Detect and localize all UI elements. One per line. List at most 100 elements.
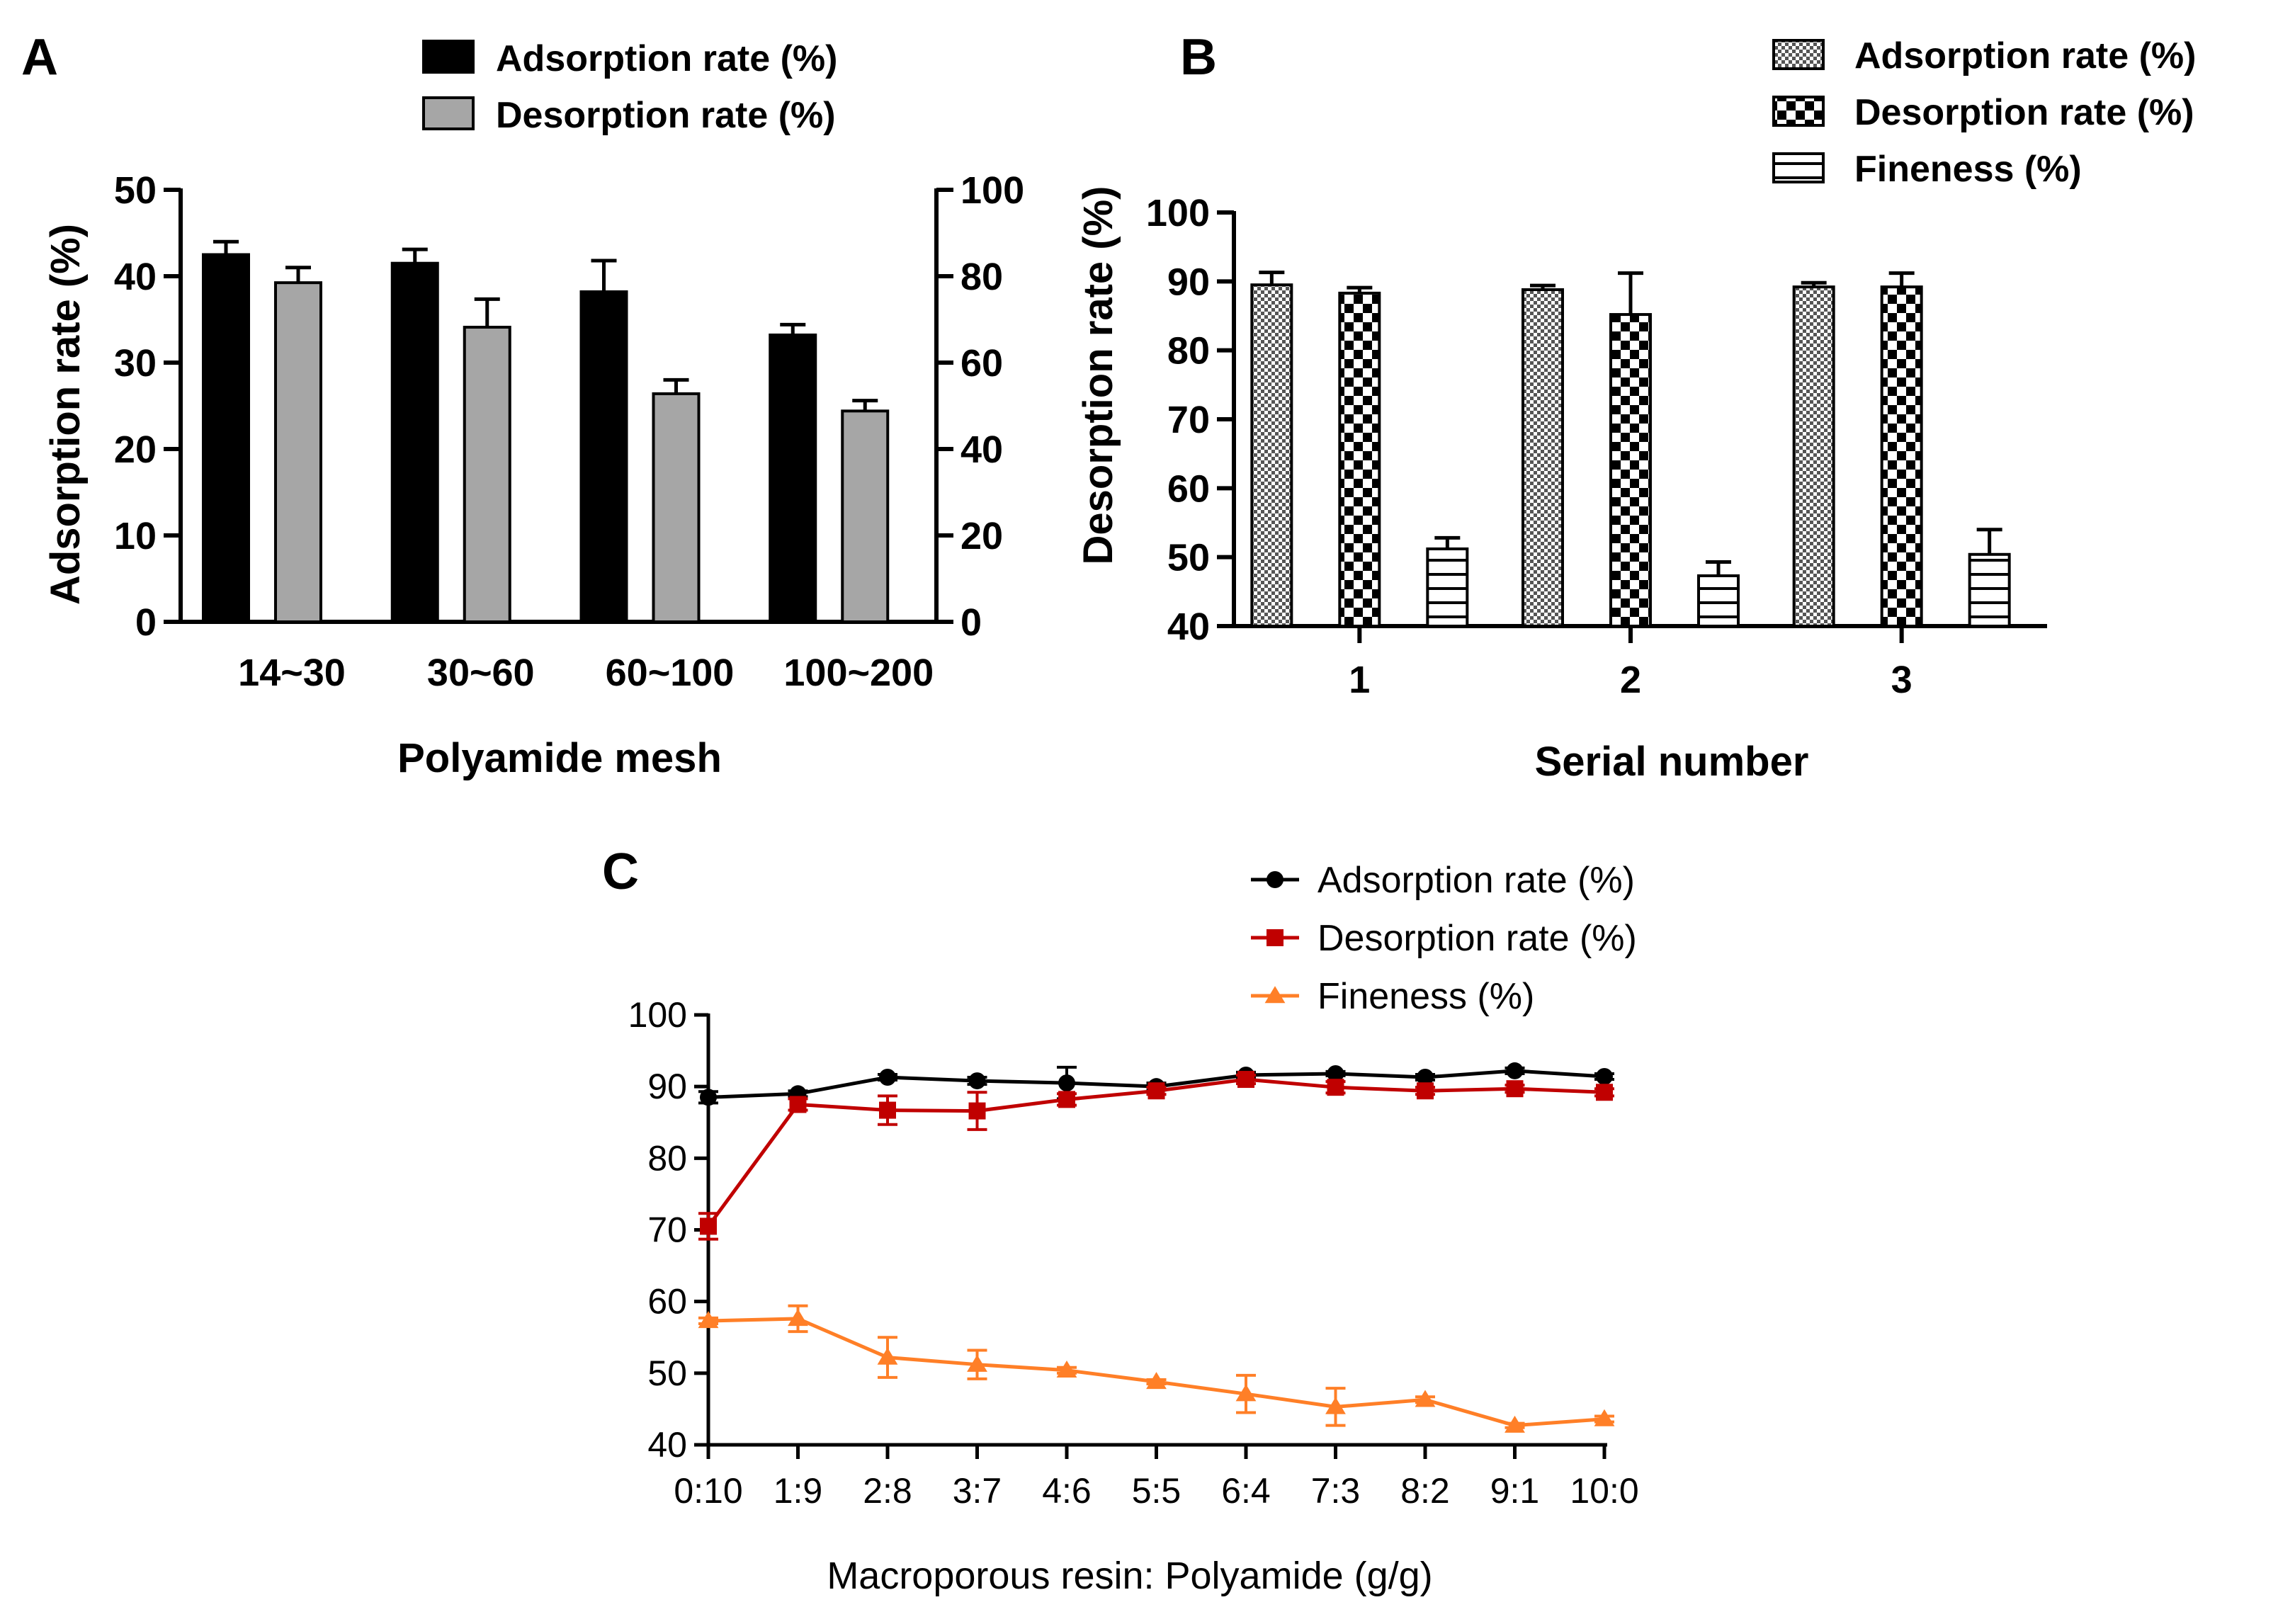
panel-c-desorption-point (789, 1096, 807, 1113)
panel-b-y-tick-label: 100 (1146, 192, 1210, 234)
panel-a-x-tick-label: 100~200 (783, 652, 934, 694)
panel-c-fineness-point (1504, 1415, 1525, 1433)
panel-c-x-tick-label: 6:4 (1221, 1471, 1271, 1511)
panel-c-desorption-line (706, 1077, 1605, 1227)
panel-c-adsorption-point (1596, 1068, 1613, 1086)
panel-c-x-tick-label: 7:3 (1311, 1471, 1361, 1511)
panel-b-legend: Adsorption rate (%) Desorption rate (%) … (1772, 35, 2196, 190)
panel-a-y-right-tick-label: 40 (960, 428, 1003, 471)
panel-b-fineness-bar (1697, 574, 1740, 628)
panel-c-y-tick-label: 100 (628, 995, 687, 1035)
panel-b-adsorption-bar (1250, 283, 1293, 628)
panel-c-desorption-point (1506, 1080, 1524, 1098)
panel-a-x-tick-label: 14~30 (238, 652, 346, 694)
panel-a-y-left-tick-label: 30 (114, 342, 157, 385)
panel-c-fineness-point (788, 1309, 808, 1327)
legend-swatch-adsorption (422, 40, 475, 74)
panel-b-letter: B (1180, 29, 1217, 86)
panel-c-legend: Adsorption rate (%) Desorption rate (%) … (1251, 860, 1637, 1017)
legend-swatch-fineness (1772, 152, 1825, 183)
panel-c-y-tick-label: 40 (647, 1425, 687, 1465)
panel-b-y-tick-label: 70 (1167, 399, 1210, 441)
panel-b-desorption-bar (1609, 313, 1652, 628)
legend-swatch-desorption (1772, 96, 1825, 127)
panel-a-x-tick-label: 30~60 (427, 652, 535, 694)
panel-c-desorption-point (1148, 1082, 1165, 1100)
panel-b-y-tick-label: 80 (1167, 330, 1210, 373)
legend-marker-desorption (1266, 929, 1284, 946)
panel-b-y-tick-label: 50 (1167, 537, 1210, 579)
panel-c-fineness-point (1056, 1360, 1077, 1378)
panel-c-desorption-point (700, 1217, 717, 1235)
panel-c-desorption-point (968, 1102, 986, 1120)
panel-c-x-tick-label: 8:2 (1400, 1471, 1450, 1511)
panel-b: B Adsorption rate (%) Desorption rate (%… (1146, 29, 2197, 785)
panel-a-x-title: Polyamide mesh (397, 735, 722, 781)
panel-c-fineness-point (1415, 1390, 1436, 1407)
panel-a-y-right-title: Desorption rate (%) (1075, 186, 1121, 565)
panel-c-x-tick-label: 10:0 (1570, 1471, 1638, 1511)
panel-a-letter: A (21, 29, 58, 86)
panel-c-x-tick-label: 2:8 (863, 1471, 912, 1511)
panel-a-marks (202, 239, 890, 623)
panel-c-x-tick-label: 3:7 (953, 1471, 1002, 1511)
legend-swatch-adsorption (1772, 39, 1825, 70)
legend-label-desorption: Desorption rate (%) (496, 95, 836, 136)
panel-c-adsorption-point (1058, 1074, 1075, 1092)
legend-label-adsorption: Adsorption rate (%) (496, 38, 837, 79)
panel-a-y-left-tick-label: 20 (114, 428, 157, 471)
legend-swatch-desorption (422, 96, 475, 130)
panel-c-y-tick-label: 50 (647, 1353, 687, 1393)
legend-label-adsorption: Adsorption rate (%) (1318, 860, 1635, 901)
panel-c-fineness-point (877, 1347, 898, 1365)
panel-b-y-tick-label: 40 (1167, 606, 1210, 648)
panel-a-y-right-tick-label: 60 (960, 342, 1003, 385)
panel-c-x-tick-label: 4:6 (1042, 1471, 1092, 1511)
panel-c-fineness-point (1594, 1409, 1615, 1426)
panel-b-y-tick-label: 90 (1167, 261, 1210, 303)
panel-a-y-right-tick-label: 80 (960, 256, 1003, 298)
panel-c-marks (698, 1062, 1615, 1433)
panel-c-x-tick-label: 5:5 (1132, 1471, 1182, 1511)
panel-c-adsorption-point (879, 1069, 896, 1086)
panel-b-marks (1250, 271, 2011, 628)
legend-label-fineness: Fineness (%) (1854, 149, 2082, 190)
panel-c-x-title: Macroporous resin: Polyamide (g/g) (827, 1555, 1432, 1597)
panel-b-adsorption-bar (1792, 285, 1835, 628)
legend-label-desorption: Desorption rate (%) (1318, 918, 1637, 959)
panel-c-adsorption-point (1506, 1062, 1524, 1079)
panel-a-y-right-tick-label: 0 (960, 601, 982, 644)
panel-a-desorption-bar (274, 281, 322, 623)
legend-marker-adsorption (1266, 871, 1284, 888)
panel-c-fineness-point (1235, 1384, 1257, 1402)
panel-c-y-tick-label: 90 (647, 1067, 687, 1106)
panel-a-legend: Adsorption rate (%) Desorption rate (%) (422, 38, 837, 136)
panel-c-desorption-point (1596, 1084, 1613, 1101)
panel-c-y-tick-label: 70 (647, 1210, 687, 1250)
panel-a-y-left-tick-label: 10 (114, 515, 157, 557)
panel-c-desorption-point (1237, 1071, 1254, 1089)
panel-a-axes: 0 10 20 30 40 50 0 20 40 60 80 100 14~30 30~60 60~100 1… (114, 169, 1024, 694)
panel-b-desorption-bar (1880, 285, 1923, 628)
panel-c-y-tick-label: 80 (647, 1138, 687, 1178)
panel-c-x-tick-label: 1:9 (774, 1471, 823, 1511)
panel-b-desorption-bar (1338, 291, 1381, 628)
panel-a-adsorption-bar (769, 333, 817, 623)
panel-c-adsorption-point (700, 1089, 717, 1106)
panel-b-fineness-bar (1968, 552, 2011, 628)
panel-c-fineness-point (1146, 1372, 1167, 1390)
panel-a: A Adsorption rate (%) Desorption rate (%… (21, 29, 1121, 781)
panel-c-x-tick-label: 0:10 (674, 1471, 742, 1511)
panel-a-desorption-bar (463, 325, 511, 623)
panel-c-desorption-point (1327, 1079, 1344, 1096)
panel-b-x-tick-label: 3 (1891, 659, 1912, 701)
panel-a-y-right-tick-label: 20 (960, 515, 1003, 557)
panel-b-x-tick-label: 2 (1620, 659, 1641, 701)
panel-b-x-tick-label: 1 (1349, 659, 1370, 701)
panel-a-adsorption-bar (202, 253, 250, 623)
panel-c-adsorption-point (1327, 1064, 1344, 1082)
panel-a-y-left-title: Adsorption rate (%) (42, 224, 89, 605)
panel-b-adsorption-bar (1522, 288, 1564, 628)
panel-a-y-left-tick-label: 50 (114, 169, 157, 212)
